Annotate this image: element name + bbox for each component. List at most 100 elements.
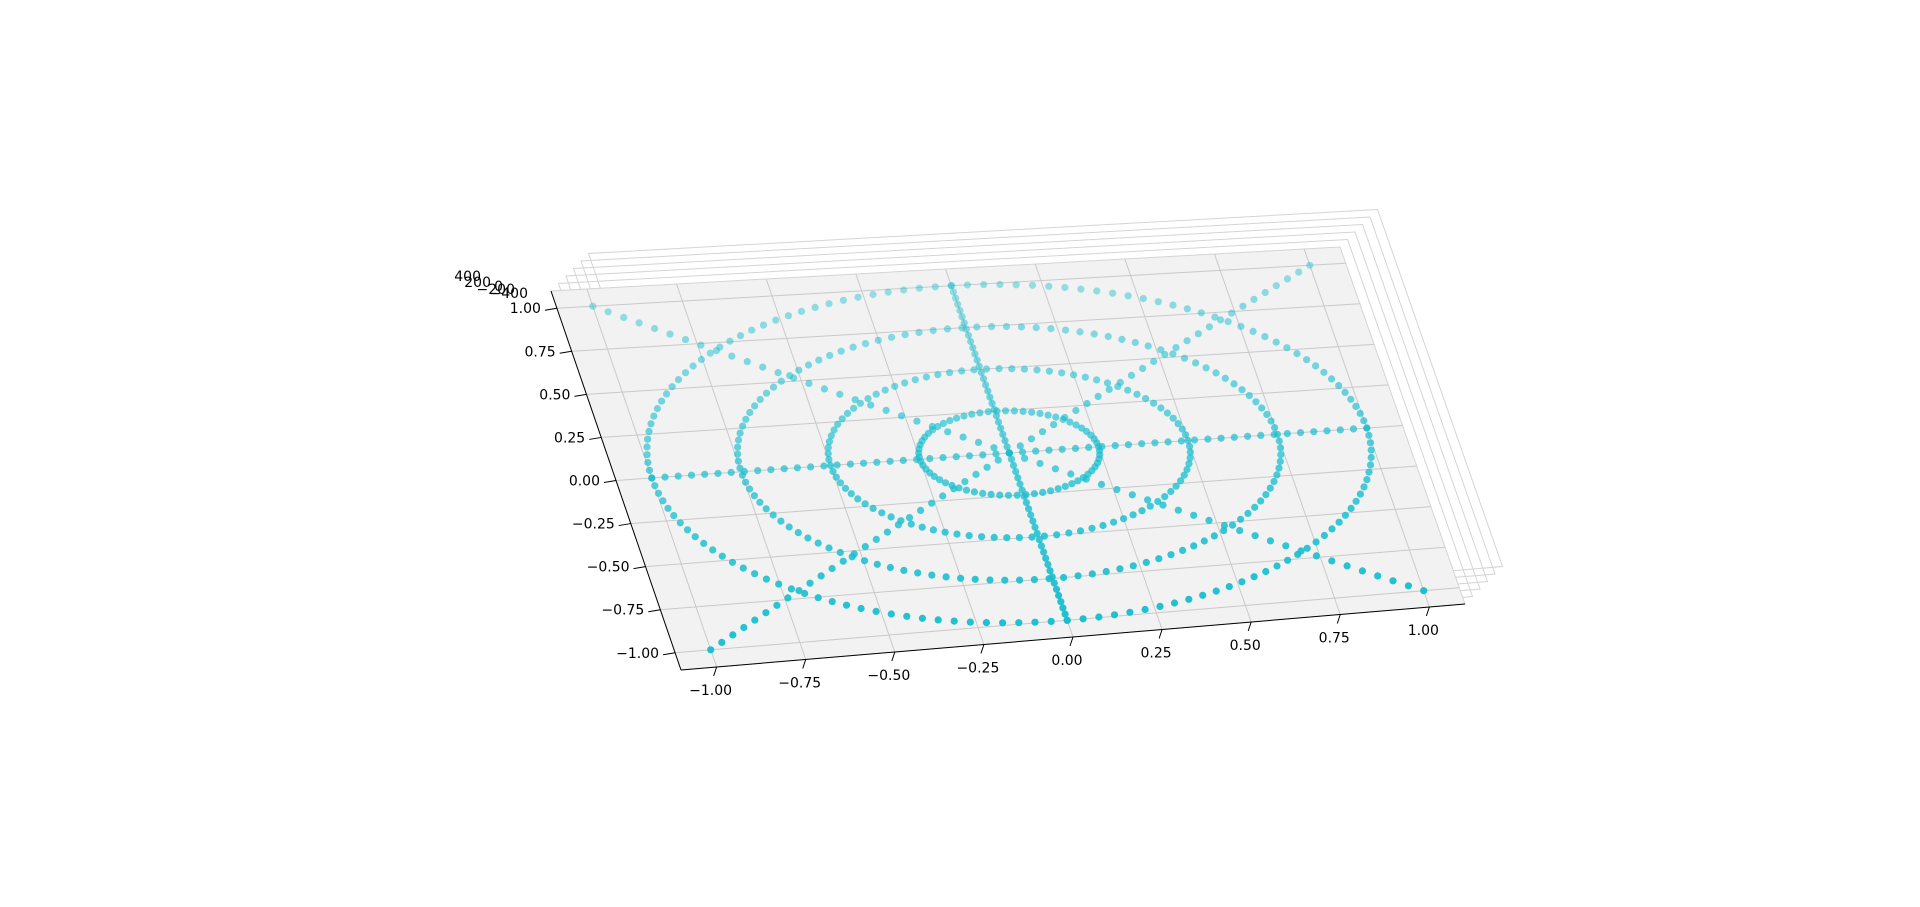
z-tick-label: −400 <box>490 286 528 302</box>
data-point <box>828 598 836 606</box>
z-tick-label: 200 <box>464 275 491 291</box>
data-point <box>1036 409 1044 418</box>
data-point <box>1230 380 1238 388</box>
data-point <box>751 402 759 410</box>
data-point <box>1220 521 1228 530</box>
y-tick-label: −0.50 <box>587 560 630 576</box>
data-point <box>653 405 662 413</box>
data-point <box>1352 497 1360 505</box>
data-point <box>648 474 656 482</box>
data-point <box>884 288 892 296</box>
data-point <box>899 456 907 464</box>
data-point <box>1276 444 1285 452</box>
data-point <box>939 492 947 500</box>
data-point <box>958 367 966 375</box>
data-point <box>1074 572 1082 580</box>
data-point <box>1239 302 1247 310</box>
data-point <box>1320 531 1328 540</box>
data-point <box>1054 485 1062 493</box>
data-point <box>1057 598 1065 606</box>
data-point <box>1008 365 1016 373</box>
data-point <box>1078 424 1086 432</box>
data-point <box>911 376 919 384</box>
data-point <box>928 499 936 507</box>
data-point <box>929 526 938 534</box>
data-point <box>740 467 749 476</box>
data-point <box>1045 367 1053 375</box>
data-point <box>1088 524 1096 532</box>
data-point <box>1015 534 1024 542</box>
data-point <box>843 409 852 417</box>
data-point <box>793 464 802 472</box>
data-point <box>762 575 771 583</box>
data-point <box>869 504 877 512</box>
data-point <box>1074 477 1082 485</box>
data-point <box>922 373 931 381</box>
data-point <box>977 368 985 377</box>
data-point <box>1093 287 1101 295</box>
data-point <box>957 574 965 582</box>
data-point <box>964 331 973 339</box>
data-point <box>946 369 954 377</box>
data-point <box>883 528 892 536</box>
data-point <box>1022 499 1030 507</box>
data-point <box>645 466 654 474</box>
y-tick-mark <box>603 480 617 483</box>
data-point <box>777 517 785 525</box>
data-point <box>1020 492 1028 500</box>
x-tick-label: −0.25 <box>956 661 999 677</box>
data-point <box>1157 404 1165 412</box>
data-point <box>751 570 759 578</box>
data-point <box>1036 459 1044 468</box>
data-point <box>1067 470 1075 478</box>
data-point <box>729 631 737 639</box>
data-point <box>743 358 751 366</box>
data-point <box>1197 309 1205 317</box>
data-point <box>1058 369 1066 377</box>
data-point <box>1014 474 1022 482</box>
data-point <box>643 451 651 459</box>
data-point <box>1347 395 1355 403</box>
data-point <box>801 589 809 598</box>
data-point <box>647 420 655 428</box>
data-point <box>850 550 858 558</box>
data-point <box>1183 465 1191 474</box>
data-point <box>1186 448 1194 456</box>
data-point <box>689 362 697 370</box>
data-point <box>1190 542 1198 550</box>
data-point <box>718 552 726 560</box>
data-point <box>1059 604 1067 612</box>
y-tick-label: 0.25 <box>554 430 585 446</box>
data-point <box>986 576 994 584</box>
data-point <box>928 422 936 431</box>
data-point <box>815 356 823 364</box>
data-point <box>1205 516 1213 525</box>
data-point <box>1019 407 1027 415</box>
data-point <box>941 479 950 487</box>
data-point <box>1002 407 1010 415</box>
data-point <box>1142 558 1150 567</box>
data-point <box>1002 322 1011 331</box>
data-point <box>1275 464 1283 472</box>
data-point <box>1335 382 1343 390</box>
data-point <box>1212 369 1220 377</box>
data-point <box>961 478 969 486</box>
data-point <box>1052 413 1060 421</box>
data-point <box>1154 497 1162 506</box>
data-point <box>1363 476 1371 484</box>
data-point <box>1320 368 1328 376</box>
data-point <box>907 520 915 528</box>
data-point <box>1016 442 1024 450</box>
x-tick-label: 0.25 <box>1141 646 1172 662</box>
data-point <box>825 544 833 552</box>
y-tick-label: −1.00 <box>616 646 659 662</box>
data-point <box>1261 333 1269 341</box>
data-point <box>1266 537 1274 545</box>
data-point <box>746 408 754 417</box>
data-point <box>1065 529 1073 537</box>
data-point <box>1228 521 1237 529</box>
data-point <box>1389 577 1397 585</box>
data-point <box>1366 439 1374 447</box>
data-point <box>1328 525 1336 533</box>
data-point <box>1367 446 1375 454</box>
